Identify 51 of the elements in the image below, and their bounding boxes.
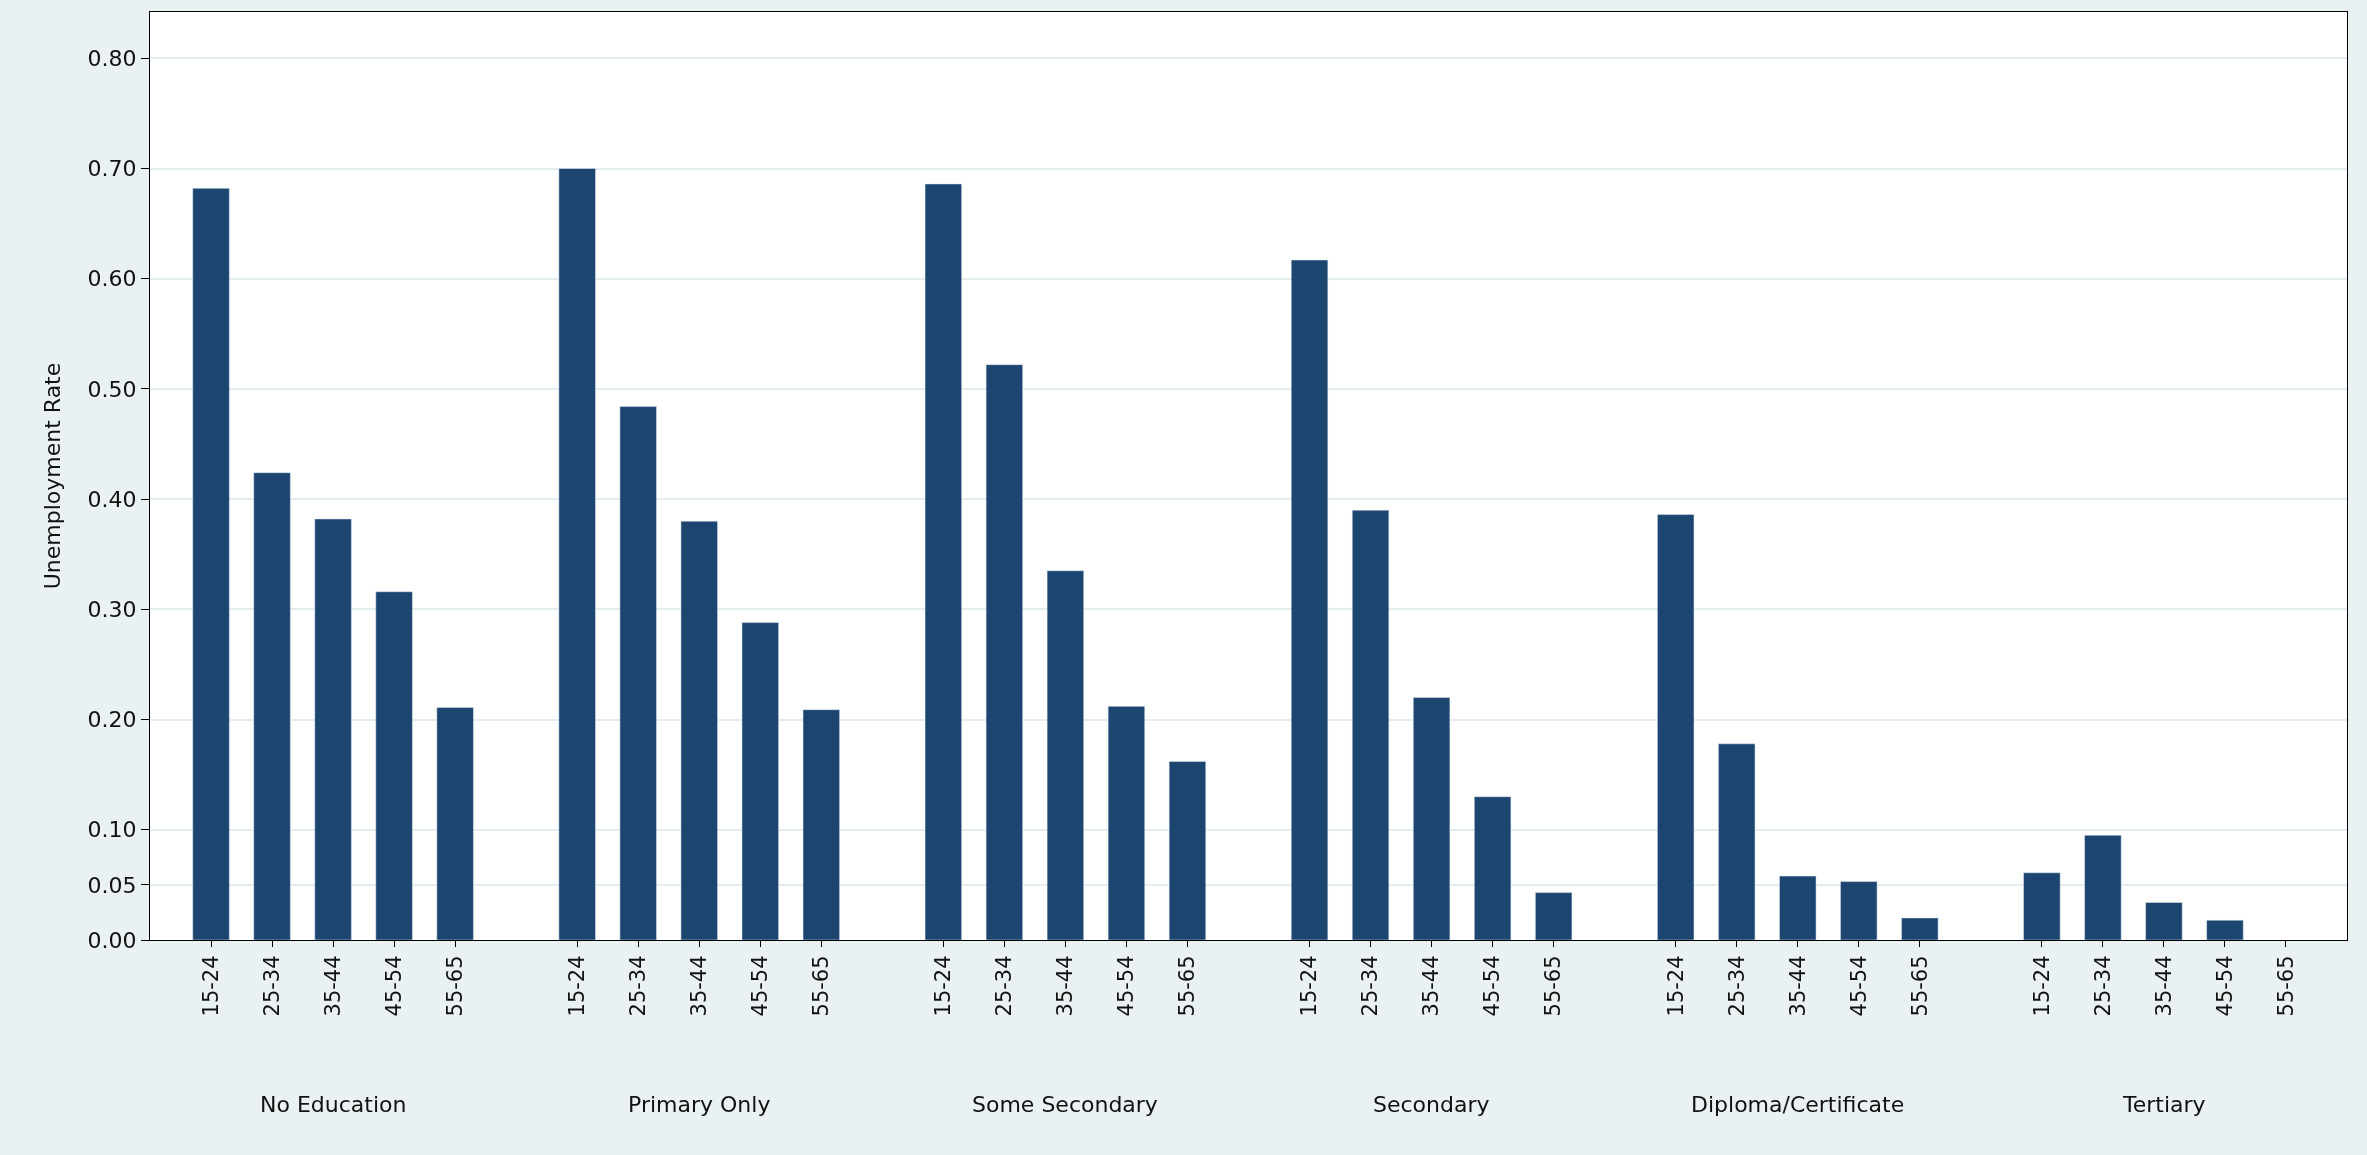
y-tick-label: 0.00 — [87, 927, 137, 953]
y-tick-label: 0.40 — [87, 486, 137, 512]
x-tick-label: 45-54 — [1114, 955, 1139, 1017]
y-tick-label: 0.30 — [87, 597, 137, 623]
x-tick-label: 35-44 — [687, 955, 712, 1017]
x-tick-label: 35-44 — [1419, 955, 1444, 1017]
bar — [1901, 917, 1939, 940]
x-tick-label: 45-54 — [748, 955, 773, 1017]
x-tick-label: 15-24 — [931, 955, 956, 1017]
bar — [2206, 919, 2244, 940]
x-tick-label: 15-24 — [1663, 955, 1688, 1017]
x-tick-label: 45-54 — [1480, 955, 1505, 1017]
y-tick-label: 0.60 — [87, 266, 137, 292]
x-tick-label: 55-65 — [1175, 955, 1200, 1017]
x-tick-label: 35-44 — [1053, 955, 1078, 1017]
x-tick-label: 35-44 — [320, 955, 345, 1017]
text: No Education — [260, 1092, 407, 1117]
text: Secondary — [1373, 1092, 1490, 1117]
x-tick-label: 55-65 — [809, 955, 834, 1017]
bar — [1535, 892, 1573, 940]
x-tick-label: 55-65 — [1541, 955, 1566, 1017]
text: Diploma/Certificate — [1691, 1092, 1905, 1117]
x-tick-label: 55-65 — [442, 955, 467, 1017]
text: Primary Only — [628, 1092, 771, 1117]
x-tick-label: 15-24 — [198, 955, 223, 1017]
y-axis-title: Unemployment Rate — [40, 362, 66, 590]
x-tick-label: 25-34 — [992, 955, 1017, 1017]
x-tick-label: 15-24 — [2029, 955, 2054, 1017]
x-tick-label: 25-34 — [259, 955, 284, 1017]
x-tick-label: 45-54 — [2212, 955, 2237, 1017]
text: Tertiary — [2122, 1092, 2206, 1117]
x-tick-label: 45-54 — [381, 955, 406, 1017]
x-tick-label: 35-44 — [2151, 955, 2176, 1017]
y-tick-label: 0.05 — [87, 872, 137, 898]
y-tick-label: 0.20 — [87, 707, 137, 733]
y-tick-label: 0.70 — [87, 156, 137, 182]
x-tick-label: 25-34 — [2090, 955, 2115, 1017]
x-tick-label: 15-24 — [1297, 955, 1322, 1017]
x-tick-label: 25-34 — [1358, 955, 1383, 1017]
y-tick-label: 0.10 — [87, 817, 137, 843]
x-tick-label: 25-34 — [626, 955, 651, 1017]
x-tick-label: 55-65 — [1907, 955, 1932, 1017]
x-tick-label: 15-24 — [565, 955, 590, 1017]
x-tick-label: 25-34 — [1724, 955, 1749, 1017]
y-tick-label: 0.80 — [87, 45, 137, 71]
x-tick-label: 55-65 — [2273, 955, 2298, 1017]
bar — [2145, 902, 2183, 940]
x-tick-label: 45-54 — [1846, 955, 1871, 1017]
y-tick-label: 0.50 — [87, 376, 137, 402]
text: Some Secondary — [972, 1092, 1158, 1117]
x-tick-label: 35-44 — [1785, 955, 1810, 1017]
